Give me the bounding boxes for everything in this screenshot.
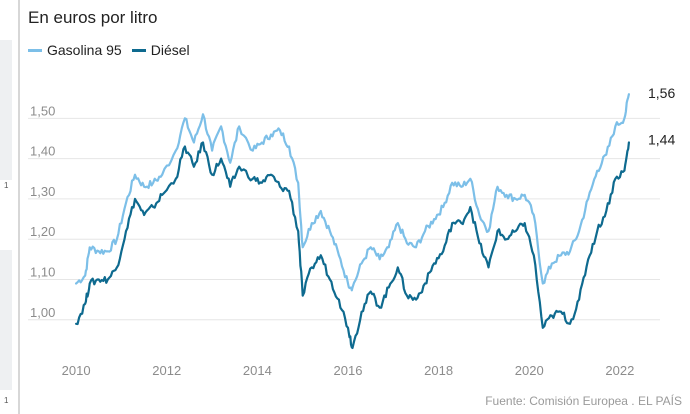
source-note: Fuente: Comisión Europea . EL PAÍS: [485, 394, 682, 408]
end-label-diesel: 1,44: [648, 132, 675, 148]
y-tick-label: 1,40: [30, 144, 55, 159]
y-tick-label: 1,20: [30, 224, 55, 239]
y-tick-label: 1,50: [30, 103, 55, 118]
series-line-gasolina: [76, 94, 629, 290]
y-tick-label: 1,30: [30, 184, 55, 199]
x-tick-label: 2022: [605, 363, 634, 378]
end-label-gasolina: 1,56: [648, 85, 675, 101]
y-tick-label: 1,00: [30, 305, 55, 320]
x-tick-label: 2016: [334, 363, 363, 378]
x-tick-label: 2020: [515, 363, 544, 378]
x-tick-label: 2014: [243, 363, 272, 378]
x-tick-label: 2010: [62, 363, 91, 378]
x-tick-label: 2018: [424, 363, 453, 378]
x-tick-label: 2012: [152, 363, 181, 378]
y-tick-label: 1,10: [30, 264, 55, 279]
series-line-diesel: [76, 143, 629, 349]
